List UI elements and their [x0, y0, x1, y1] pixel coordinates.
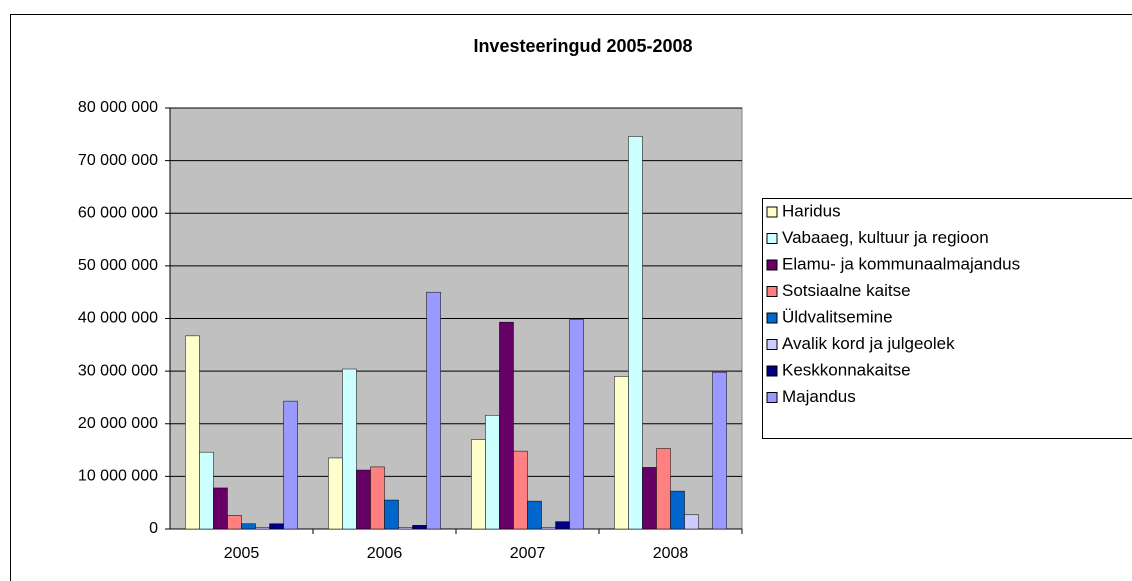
bar	[628, 136, 643, 530]
x-tick-label: 2005	[224, 545, 260, 562]
legend-label: Sotsiaalne kaitse	[782, 281, 911, 300]
bar	[527, 500, 542, 530]
chart-title: Investeeringud 2005-2008	[473, 36, 692, 56]
legend-swatch	[766, 339, 778, 350]
legend-swatch	[766, 286, 778, 297]
x-tick-label: 2007	[510, 545, 546, 562]
x-tick-label: 2006	[367, 545, 403, 562]
legend-swatch	[766, 312, 778, 324]
legend-swatch	[766, 206, 778, 218]
bar	[712, 371, 727, 530]
legend-label: Avalik kord ja julgeolek	[782, 334, 955, 353]
bar	[342, 368, 357, 530]
bar	[499, 321, 514, 530]
legend-swatch	[766, 259, 778, 271]
bar	[241, 523, 256, 530]
legend-label: Haridus	[782, 201, 841, 220]
bar	[555, 521, 570, 530]
legend-swatch	[766, 392, 778, 403]
bar	[569, 319, 584, 530]
bar	[412, 525, 427, 530]
bar	[426, 291, 441, 530]
bar	[356, 469, 371, 530]
bar	[471, 439, 486, 530]
bar	[227, 515, 242, 530]
legend-label: Elamu- ja kommunaalmajandus	[782, 254, 1020, 273]
y-tick-label: 80 000 000	[78, 99, 158, 116]
legend	[762, 198, 1132, 439]
bar	[485, 415, 500, 530]
legend-label: Majandus	[782, 387, 856, 406]
bar	[199, 451, 214, 530]
y-tick-label: 20 000 000	[78, 415, 158, 432]
y-tick-label: 60 000 000	[78, 204, 158, 221]
bar	[384, 499, 399, 530]
legend-label: Vabaaeg, kultuur ja regioon	[782, 228, 989, 247]
y-tick-label: 10 000 000	[78, 468, 158, 485]
bar	[185, 335, 200, 530]
bar	[670, 490, 685, 530]
y-tick-label: 50 000 000	[78, 257, 158, 274]
bar	[656, 448, 671, 530]
y-tick-label: 40 000 000	[78, 310, 158, 327]
bar	[283, 400, 298, 530]
bar	[684, 514, 699, 530]
y-tick-label: 30 000 000	[78, 362, 158, 379]
y-tick-label: 0	[149, 520, 158, 537]
legend-swatch	[766, 365, 778, 377]
x-tick-label: 2008	[653, 545, 689, 562]
bar	[213, 487, 228, 530]
legend-label: Üldvalitsemine	[782, 307, 893, 326]
bar	[398, 527, 413, 530]
legend-swatch	[766, 233, 778, 244]
bar	[328, 457, 343, 530]
bar	[370, 466, 385, 530]
legend-label: Keskkonnakaitse	[782, 360, 911, 379]
bar	[614, 376, 629, 530]
bar	[269, 523, 284, 530]
y-tick-label: 70 000 000	[78, 152, 158, 169]
bar	[541, 527, 556, 530]
bar	[255, 527, 270, 530]
bar	[513, 450, 528, 530]
bar	[642, 467, 657, 530]
